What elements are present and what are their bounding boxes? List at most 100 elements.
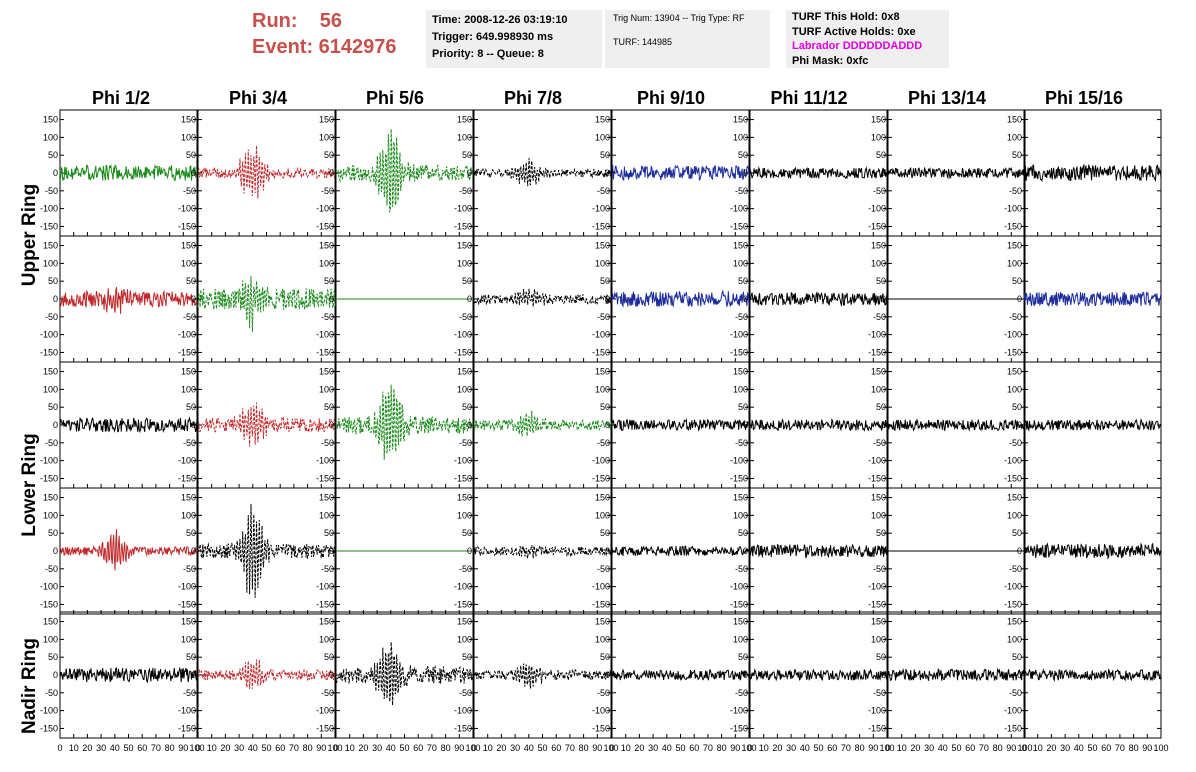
y-tick-label: 150 — [43, 367, 58, 377]
y-tick-label: 150 — [457, 241, 472, 251]
y-tick-label: 150 — [1007, 493, 1022, 503]
y-tick-label: -100 — [730, 330, 748, 340]
plot-panel: -150 -100 -50 0 50 100 150 — [1004, 487, 1162, 615]
waveform-trace — [59, 287, 198, 314]
plot-panel: -150 -100 -50 0 50 100 150 — [454, 109, 612, 237]
plot-panel: -150 -100 -50 0 50 100 150 — [1004, 109, 1162, 237]
plot-panel: -150 -100 -50 0 50 100 150 — [730, 611, 888, 739]
x-tick-label: 90 — [592, 743, 602, 753]
x-tick-label: 30 — [924, 743, 934, 753]
y-tick-label: 50 — [876, 652, 886, 662]
y-tick-label: 150 — [1007, 367, 1022, 377]
x-tick-label: 60 — [1101, 743, 1111, 753]
x-tick-label: 60 — [551, 743, 561, 753]
y-tick-label: 100 — [43, 132, 58, 142]
y-tick-label: 150 — [43, 617, 58, 627]
y-tick-label: 0 — [605, 670, 610, 680]
run-event-label: Run: 56 Event: 6142976 — [252, 8, 397, 60]
x-tick-label: 40 — [800, 743, 810, 753]
y-tick-label: -100 — [592, 582, 610, 592]
waveform-trace — [335, 128, 474, 213]
x-tick-label: 90 — [1142, 743, 1152, 753]
y-tick-label: -50 — [1009, 564, 1022, 574]
y-tick-label: 100 — [595, 510, 610, 520]
y-tick-label: 0 — [467, 168, 472, 178]
y-tick-label: -150 — [40, 599, 58, 609]
y-tick-label: -150 — [592, 723, 610, 733]
y-tick-label: -50 — [1009, 186, 1022, 196]
x-tick-label: 100 — [1017, 743, 1032, 753]
x-tick-label: 40 — [524, 743, 534, 753]
y-tick-label: 100 — [733, 634, 748, 644]
x-tick-label: 70 — [289, 743, 299, 753]
y-tick-label: -150 — [178, 473, 196, 483]
y-tick-label: 100 — [871, 132, 886, 142]
column-title-1: Phi 1/2 — [91, 88, 151, 108]
run-label: Run: 56 — [252, 10, 343, 32]
y-tick-label: -150 — [868, 723, 886, 733]
waveform-trace — [887, 667, 1026, 682]
y-tick-label: 150 — [181, 241, 196, 251]
y-tick-label: -100 — [316, 330, 334, 340]
y-tick-label: 0 — [53, 294, 58, 304]
y-tick-label: -50 — [321, 564, 334, 574]
plot-panel: -150 -100 -50 0 50 100 150 — [592, 235, 750, 363]
column-title-5: Phi 9/10 — [636, 88, 706, 108]
y-tick-label: -150 — [40, 723, 58, 733]
y-tick-label: 100 — [871, 258, 886, 268]
x-tick-label: 90 — [454, 743, 464, 753]
y-tick-label: -100 — [454, 456, 472, 466]
waveform-trace — [197, 503, 336, 598]
y-tick-label: -50 — [1009, 438, 1022, 448]
x-tick-label: 70 — [565, 743, 575, 753]
plot-frame — [197, 361, 336, 489]
y-tick-label: -50 — [735, 688, 748, 698]
plot-panel: -150 -100 -50 0 50 100 150 — [1004, 235, 1162, 363]
x-tick-label: 100 — [741, 743, 756, 753]
x-tick-label: 50 — [399, 743, 409, 753]
trig-num-text: Trig Num: 13904 -- Trig Type: RF — [613, 13, 745, 23]
y-tick-label: -150 — [316, 221, 334, 231]
y-tick-label: -100 — [40, 706, 58, 716]
column-title-4: Phi 7/8 — [503, 88, 563, 108]
y-tick-label: 0 — [329, 168, 334, 178]
y-tick-label: 150 — [871, 493, 886, 503]
turf-hold-text: TURF This Hold: 0x8 — [792, 11, 900, 23]
plot-panel: -150 -100 -50 0 50 100 150 — [178, 109, 336, 237]
y-tick-label: -50 — [321, 438, 334, 448]
waveform-trace — [197, 276, 336, 332]
x-tick-label: 50 — [675, 743, 685, 753]
y-tick-label: 150 — [1007, 241, 1022, 251]
waveform-trace — [473, 545, 612, 559]
y-tick-label: -50 — [183, 564, 196, 574]
x-tick-label: 60 — [689, 743, 699, 753]
x-tick-label: 20 — [772, 743, 782, 753]
y-tick-label: 50 — [462, 150, 472, 160]
x-tick-label: 70 — [151, 743, 161, 753]
column-title-2: Phi 3/4 — [228, 88, 288, 108]
y-tick-label: -100 — [454, 204, 472, 214]
x-tick-label: 10 — [897, 743, 907, 753]
y-tick-label: 50 — [876, 402, 886, 412]
y-tick-label: 50 — [876, 528, 886, 538]
plot-panel: -150 -100 -50 0 50 100 150 — [730, 361, 888, 489]
y-tick-label: 0 — [605, 168, 610, 178]
y-tick-label: 100 — [871, 384, 886, 394]
y-tick-label: -100 — [40, 330, 58, 340]
y-tick-label: -150 — [454, 221, 472, 231]
plot-panel: -150 -100 -50 0 50 100 150 — [178, 235, 336, 363]
waveform-trace — [749, 668, 888, 682]
y-tick-label: -50 — [735, 438, 748, 448]
x-tick-label: 70 — [1115, 743, 1125, 753]
y-tick-label: -100 — [730, 582, 748, 592]
y-tick-label: 150 — [181, 493, 196, 503]
x-tick-label: 20 — [82, 743, 92, 753]
y-tick-label: -50 — [459, 186, 472, 196]
x-tick-label: 0 — [609, 743, 614, 753]
waveform-trace — [749, 291, 888, 307]
x-tick-label: 80 — [717, 743, 727, 753]
turf-text: TURF: 144985 — [613, 37, 673, 47]
y-tick-label: -150 — [1004, 473, 1022, 483]
turf-panel: TURF This Hold: 0x8 TURF Active Holds: 0… — [786, 10, 949, 68]
x-tick-label: 30 — [648, 743, 658, 753]
